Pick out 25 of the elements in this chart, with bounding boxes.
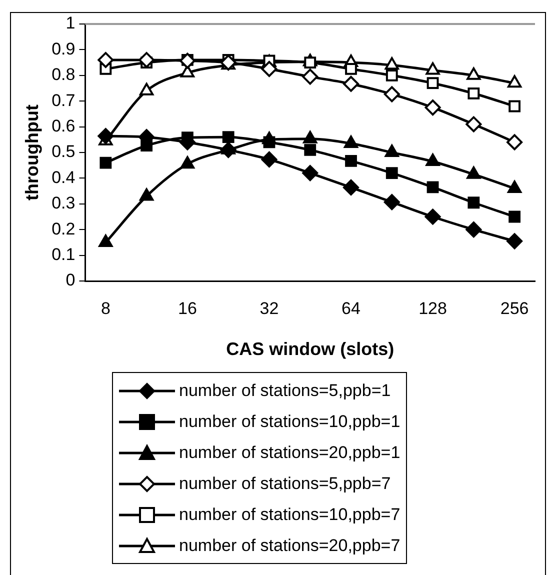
y-tick-label: 0.8: [52, 65, 76, 84]
y-tick-label: 0.1: [52, 244, 76, 264]
y-tick-label: 0.4: [52, 168, 76, 187]
legend-label: number of stations=10,ppb=1: [179, 412, 400, 432]
legend-label: number of stations=10,ppb=7: [179, 504, 400, 524]
x-tick-label: 128: [418, 298, 447, 318]
y-tick-label: 0.2: [52, 219, 76, 238]
y-tick-label: 0.7: [52, 90, 76, 110]
x-axis-title: CAS window (slots): [226, 339, 394, 360]
x-tick-label: 16: [178, 298, 197, 318]
y-tick-label: 0.9: [52, 39, 76, 58]
x-tick-label: 256: [500, 298, 529, 318]
y-tick-label: 0.6: [52, 116, 76, 136]
legend-label: number of stations=20,ppb=1: [179, 442, 400, 462]
y-tick-label: 0.3: [52, 194, 76, 213]
y-axis-title: throughput: [22, 104, 42, 200]
legend-label: number of stations=5,ppb=1: [179, 380, 391, 400]
y-tick-label: 1: [66, 14, 76, 33]
x-tick-label: 8: [100, 298, 110, 318]
x-tick-label: 64: [342, 298, 360, 318]
x-tick-label: 32: [260, 298, 279, 318]
y-tick-label: 0: [66, 270, 76, 290]
legend-label: number of stations=20,ppb=7: [179, 536, 400, 556]
y-tick-label: 0.5: [52, 142, 76, 162]
legend-label: number of stations=5,ppb=7: [179, 474, 391, 494]
